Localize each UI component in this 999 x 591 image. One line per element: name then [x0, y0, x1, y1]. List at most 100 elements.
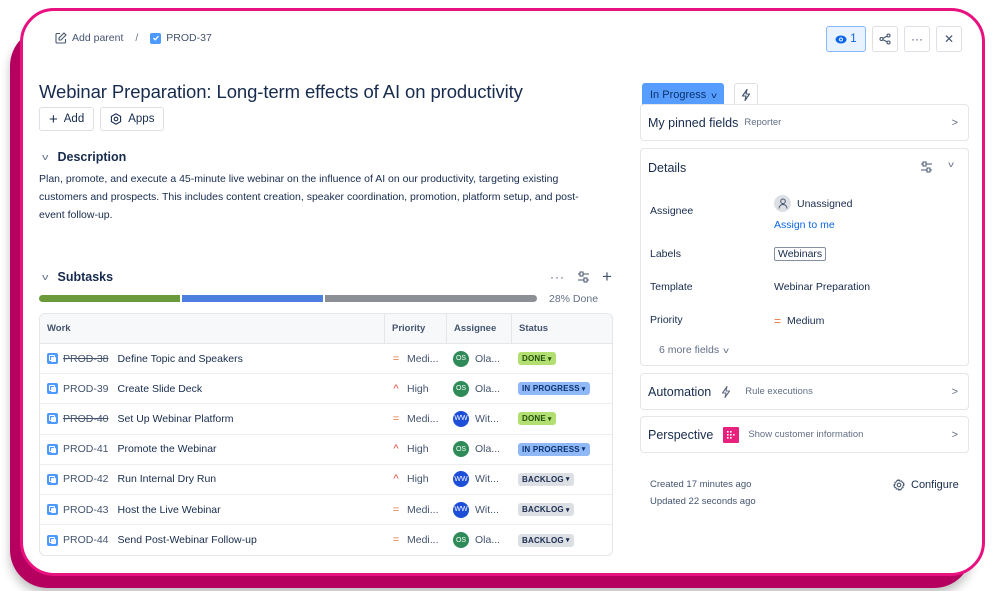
share-button[interactable]	[872, 26, 898, 52]
priority-cell[interactable]: ^ High	[384, 465, 446, 494]
subtask-key[interactable]: PROD-43	[63, 503, 109, 516]
assignee-cell[interactable]: OS Ola...	[446, 344, 511, 373]
unassigned-avatar	[774, 195, 791, 212]
status-lozenge[interactable]: DONE ▾	[518, 412, 556, 426]
close-button[interactable]: ✕	[936, 26, 962, 52]
column-assignee[interactable]: Assignee	[446, 314, 511, 343]
column-priority[interactable]: Priority	[384, 314, 446, 343]
watch-button[interactable]: 1	[826, 26, 866, 52]
description-text[interactable]: Plan, promote, and execute a 45-minute l…	[39, 173, 579, 221]
automation-card[interactable]: Automation Rule executions >	[640, 373, 969, 410]
priority-cell[interactable]: = Medi...	[384, 495, 446, 524]
assign-to-me-link[interactable]: Assign to me	[774, 219, 835, 231]
status-text: IN PROGRESS	[522, 384, 580, 394]
assignee-cell[interactable]: OS Ola...	[446, 374, 511, 403]
perspective-card[interactable]: Perspective Show customer information >	[640, 416, 969, 453]
table-row[interactable]: PROD-38 Define Topic and Speakers = Medi...…	[40, 344, 612, 375]
subtask-summary[interactable]: Create Slide Deck	[117, 382, 203, 395]
priority-value[interactable]: = Medium	[774, 314, 824, 328]
status-label: In Progress	[650, 89, 707, 101]
chevron-right-icon: >	[951, 428, 958, 441]
details-collapse-icon[interactable]: v	[948, 160, 954, 169]
subtask-summary[interactable]: Host the Live Webinar	[117, 503, 221, 516]
subtask-summary[interactable]: Define Topic and Speakers	[117, 352, 243, 365]
details-title[interactable]: Details	[648, 161, 687, 175]
chevron-down-icon: v	[42, 152, 49, 162]
filter-settings-icon[interactable]	[577, 271, 590, 283]
assignee-cell[interactable]: WW Wit...	[446, 404, 511, 433]
avatar: WW	[453, 471, 469, 488]
template-value[interactable]: Webinar Preparation	[774, 281, 871, 293]
status-lozenge[interactable]: BACKLOG ▾	[518, 503, 574, 517]
add-parent-link[interactable]: Add parent	[55, 32, 123, 44]
assignee-cell[interactable]: OS Ola...	[446, 435, 511, 464]
status-lozenge[interactable]: BACKLOG ▾	[518, 533, 574, 547]
configure-button[interactable]: Configure	[893, 479, 959, 491]
subtask-summary[interactable]: Set Up Webinar Platform	[117, 412, 234, 425]
subtask-progress-bar	[39, 295, 539, 302]
assignee-cell[interactable]: OS Ola...	[446, 525, 511, 555]
assignee-cell[interactable]: WW Wit...	[446, 465, 511, 494]
table-row[interactable]: PROD-39 Create Slide Deck ^ High OS Ola... IN …	[40, 374, 612, 405]
share-icon	[879, 33, 891, 45]
assignee-value[interactable]: Unassigned	[774, 195, 852, 212]
table-row[interactable]: PROD-42 Run Internal Dry Run ^ High WW Wit...…	[40, 465, 612, 495]
more-icon: ···	[911, 32, 923, 46]
description-header[interactable]: v Description	[42, 150, 126, 164]
subtask-key[interactable]: PROD-39	[63, 382, 109, 395]
progress-done-segment	[39, 295, 180, 302]
status-lozenge[interactable]: DONE ▾	[518, 352, 556, 366]
subtask-key[interactable]: PROD-40	[63, 412, 109, 425]
priority-name: Medi...	[407, 534, 439, 547]
work-cell: PROD-38 Define Topic and Speakers	[40, 344, 384, 373]
subtasks-heading: Subtasks	[57, 270, 114, 284]
priority-name: High	[407, 443, 429, 456]
subtask-key[interactable]: PROD-38	[63, 352, 109, 365]
chevron-right-icon: >	[951, 116, 958, 129]
progress-todo-segment	[325, 295, 537, 302]
issue-key-link[interactable]: PROD-37	[150, 32, 212, 44]
subtask-more-icon[interactable]: ···	[550, 269, 565, 284]
subtask-key[interactable]: PROD-42	[63, 473, 109, 486]
subtasks-table: Work Priority Assignee Status PROD-38 Def…	[39, 313, 613, 557]
subtask-summary[interactable]: Run Internal Dry Run	[117, 473, 217, 486]
perspective-title: Perspective	[648, 427, 714, 442]
status-lozenge[interactable]: IN PROGRESS ▾	[518, 382, 590, 396]
subtask-summary[interactable]: Send Post-Webinar Follow-up	[117, 534, 257, 547]
table-row[interactable]: PROD-40 Set Up Webinar Platform = Medi... WW…	[40, 404, 612, 435]
priority-cell[interactable]: = Medi...	[384, 525, 446, 555]
top-actions: 1 ··· ✕	[826, 26, 962, 52]
chevron-down-icon: ▾	[565, 476, 570, 484]
status-dropdown[interactable]: In Progress v	[642, 83, 725, 107]
priority-cell[interactable]: = Medi...	[384, 404, 446, 433]
priority-cell[interactable]: ^ High	[384, 435, 446, 464]
subtask-key[interactable]: PROD-41	[63, 443, 109, 456]
status-lozenge[interactable]: IN PROGRESS ▾	[518, 442, 590, 456]
subtasks-header[interactable]: v Subtasks	[42, 270, 114, 284]
status-lozenge[interactable]: BACKLOG ▾	[518, 472, 574, 486]
assignee-cell[interactable]: WW Wit...	[446, 495, 511, 524]
column-work[interactable]: Work	[47, 323, 71, 334]
status-text: DONE	[522, 354, 546, 364]
issue-title[interactable]: Webinar Preparation: Long-term effects o…	[39, 81, 523, 102]
priority-cell[interactable]: = Medi...	[384, 344, 446, 373]
labels-value[interactable]: Webinars	[774, 247, 827, 261]
table-row[interactable]: PROD-44 Send Post-Webinar Follow-up = Medi.…	[40, 525, 612, 555]
priority-medium-icon: =	[392, 352, 400, 365]
priority-cell[interactable]: ^ High	[384, 374, 446, 403]
add-subtask-icon[interactable]: +	[602, 267, 612, 286]
more-fields-toggle[interactable]: 6 more fields v	[659, 344, 729, 356]
apps-button[interactable]: Apps	[100, 107, 165, 131]
add-button[interactable]: + Add	[39, 107, 95, 131]
apps-icon	[111, 113, 122, 125]
pinned-fields-card[interactable]: My pinned fields Reporter >	[640, 104, 969, 141]
field-settings-icon[interactable]	[920, 161, 933, 173]
table-row[interactable]: PROD-43 Host the Live Webinar = Medi... WW Wi…	[40, 495, 612, 526]
subtask-key[interactable]: PROD-44	[63, 534, 109, 547]
subtask-summary[interactable]: Promote the Webinar	[117, 443, 217, 456]
table-row[interactable]: PROD-41 Promote the Webinar ^ High OS Ola... I…	[40, 435, 612, 465]
more-button[interactable]: ···	[904, 26, 930, 52]
label-tag[interactable]: Webinars	[774, 247, 827, 261]
close-icon: ✕	[943, 32, 955, 46]
column-status[interactable]: Status	[511, 314, 612, 343]
